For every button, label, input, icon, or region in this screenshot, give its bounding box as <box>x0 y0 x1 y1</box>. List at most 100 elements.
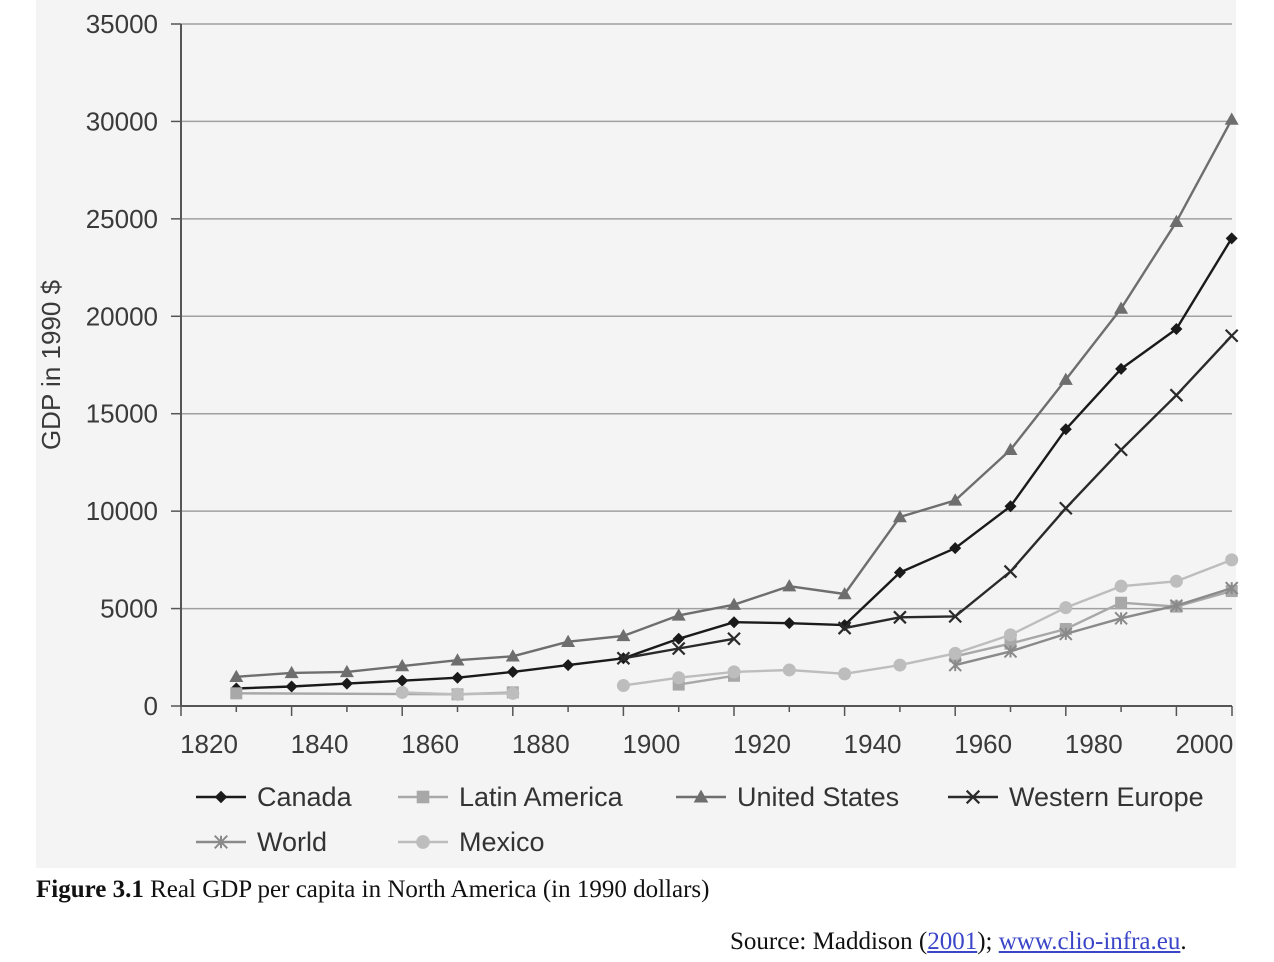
data-point-marker <box>1170 322 1183 335</box>
legend-label: Western Europe <box>1009 782 1204 812</box>
data-point-marker <box>838 667 852 681</box>
data-point-marker <box>783 617 796 630</box>
data-point-marker <box>1224 112 1239 125</box>
data-point-marker <box>416 835 430 849</box>
data-point-marker <box>671 608 686 621</box>
x-tick-label: 1860 <box>401 729 459 759</box>
series-lines <box>229 112 1239 701</box>
data-point-marker <box>395 685 409 699</box>
source-suffix: . <box>1180 928 1187 955</box>
chart-background <box>36 0 1236 868</box>
data-point-marker <box>1169 598 1184 613</box>
series-line <box>954 589 1233 658</box>
caption-text: Real GDP per capita in North America (in… <box>143 876 710 903</box>
data-point-marker <box>672 671 686 685</box>
source-prefix: Source: Maddison ( <box>730 928 928 955</box>
legend: Canada Latin America United States Western … <box>196 782 1204 857</box>
x-tick-label: 1980 <box>1065 729 1123 759</box>
axes: 0 5000 10000 15000 20000 25000 30000 35000 1820 1… <box>86 9 1234 759</box>
data-point-marker <box>893 610 907 625</box>
data-point-marker <box>782 663 796 677</box>
series-world <box>948 581 1239 672</box>
chart-area: 0 5000 10000 15000 20000 25000 30000 35000 1820 1… <box>36 0 1239 868</box>
x-tick-label: 1920 <box>733 729 791 759</box>
data-point-marker <box>1225 232 1238 245</box>
y-tick-label: 10000 <box>86 496 158 526</box>
data-point-marker <box>616 651 631 666</box>
y-tick-label: 0 <box>144 691 158 721</box>
data-point-marker <box>396 674 409 687</box>
legend-item-latin-america: Latin America <box>398 782 624 812</box>
data-point-marker <box>727 631 741 646</box>
source-url-link[interactable]: www.clio-infra.eu <box>998 928 1181 955</box>
data-point-marker <box>948 493 963 506</box>
x-tick-label: 2000 <box>1175 729 1233 759</box>
data-point-marker <box>893 658 907 672</box>
data-point-marker <box>672 632 685 645</box>
data-point-marker <box>1169 388 1184 402</box>
series-line <box>623 558 1233 687</box>
figure-number: Figure 3.1 <box>36 876 144 903</box>
data-point-marker <box>1058 372 1073 385</box>
data-point-marker <box>965 789 981 805</box>
legend-item-canada: Canada <box>196 782 353 812</box>
data-point-marker <box>948 609 962 624</box>
data-point-marker <box>1059 627 1073 641</box>
data-point-marker <box>1224 328 1239 343</box>
data-point-marker <box>1224 581 1239 595</box>
x-tick-label: 1960 <box>954 729 1012 759</box>
data-point-marker <box>451 687 464 701</box>
data-point-marker <box>1169 214 1184 228</box>
data-point-marker <box>671 641 686 656</box>
data-point-marker <box>892 509 907 523</box>
data-point-marker <box>229 669 244 683</box>
data-point-marker <box>505 649 520 662</box>
source-year-link[interactable]: 2001 <box>927 928 978 955</box>
y-tick-label: 25000 <box>86 204 158 234</box>
data-point-marker <box>893 566 906 579</box>
data-point-marker <box>1114 442 1128 457</box>
data-point-marker <box>693 789 709 803</box>
gdp-line-chart: 0 5000 10000 15000 20000 25000 30000 35000 1820 1… <box>36 0 1239 868</box>
series-united-states <box>229 112 1239 683</box>
data-point-marker <box>949 542 962 555</box>
y-axis-label: GDP in 1990 $ <box>36 279 66 450</box>
data-point-marker <box>1115 596 1128 609</box>
x-tick-label: 1940 <box>844 729 902 759</box>
data-point-marker <box>1059 601 1073 615</box>
x-tick-label: 1880 <box>512 729 570 759</box>
data-point-marker <box>506 665 519 678</box>
data-point-marker <box>837 621 852 635</box>
data-point-marker <box>213 834 229 850</box>
source-line: Source: Maddison (2001); www.clio-infra.… <box>730 928 1250 956</box>
data-point-marker <box>284 665 299 679</box>
series-line <box>678 674 735 686</box>
series-western-europe <box>616 328 1239 666</box>
data-point-marker <box>416 790 430 804</box>
data-point-marker <box>1169 574 1183 588</box>
source-middle: ); <box>977 928 999 955</box>
data-point-marker <box>1059 423 1072 436</box>
data-point-marker <box>230 687 243 700</box>
data-point-marker <box>561 634 576 647</box>
data-point-marker <box>1225 553 1239 567</box>
data-point-marker <box>728 616 740 629</box>
y-tick-label: 35000 <box>86 9 158 39</box>
x-tick-label: 1900 <box>622 729 680 759</box>
data-point-marker <box>340 677 353 690</box>
data-point-marker <box>1004 628 1017 642</box>
data-point-marker <box>451 671 464 684</box>
legend-label: Latin America <box>459 782 624 812</box>
data-point-marker <box>616 628 631 642</box>
data-point-marker <box>727 597 741 610</box>
legend-item-world: World <box>196 827 327 857</box>
x-tick-label: 1820 <box>180 729 238 759</box>
data-point-marker <box>616 679 630 693</box>
data-point-marker <box>450 653 465 666</box>
legend-label: United States <box>737 782 899 812</box>
legend-item-mexico: Mexico <box>398 827 545 857</box>
data-point-marker <box>1003 442 1018 456</box>
legend-item-western-europe: Western Europe <box>948 782 1204 812</box>
y-tick-label: 20000 <box>86 301 158 331</box>
series-line <box>844 334 1233 630</box>
